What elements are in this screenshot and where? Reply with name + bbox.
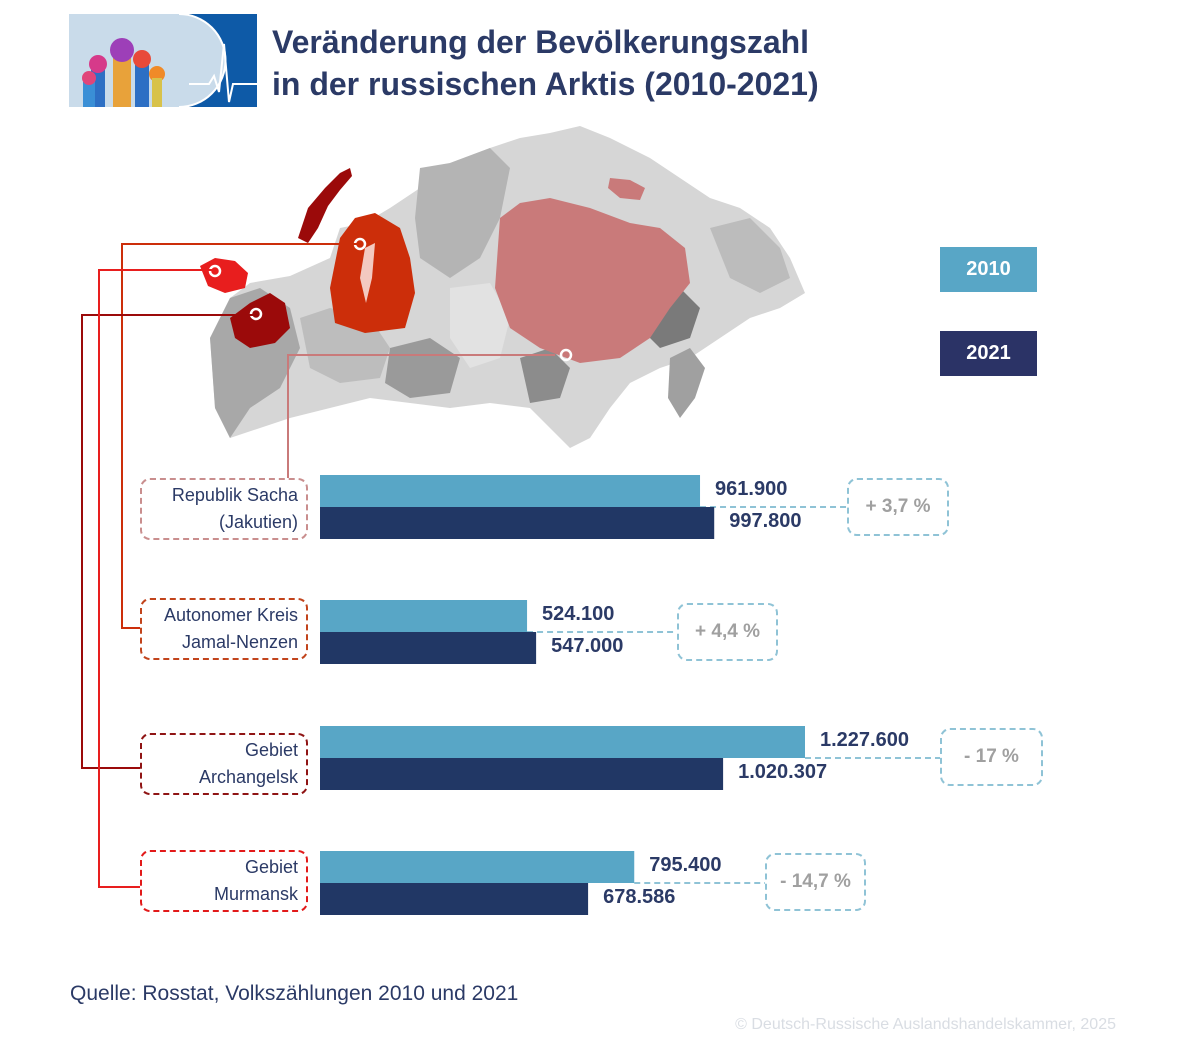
- value-label-2010-murmansk: 795.400: [649, 854, 721, 876]
- source-note: Quelle: Rosstat, Volkszählungen 2010 und…: [70, 982, 519, 1005]
- region-label-murmansk: Gebiet Murmansk: [140, 850, 308, 912]
- value-label-2021-murmansk: 678.586: [603, 886, 675, 908]
- value-label-2010-sacha: 961.900: [715, 478, 787, 500]
- change-badge-murmansk: - 14,7 %: [765, 853, 866, 911]
- legend-2021: 2021: [940, 331, 1037, 376]
- copyright-note: © Deutsch-Russische Auslandshandelskamme…: [735, 1016, 1116, 1033]
- value-label-2010-archangelsk: 1.227.600: [820, 729, 909, 751]
- bar-2021-sacha: [320, 507, 715, 539]
- value-label-2021-sacha: 997.800: [729, 510, 801, 532]
- page-title-line-2: in der russischen Arktis (2010-2021): [272, 66, 819, 102]
- region-label-line: Republik Sacha: [171, 485, 298, 505]
- bar-2021-archangelsk: [320, 758, 724, 790]
- region-label-line: Gebiet: [244, 740, 298, 760]
- bar-2021-murmansk: [320, 883, 589, 915]
- page-title-line-1: Veränderung der Bevölkerungszahl: [272, 24, 810, 60]
- region-label-line: (Jakutien): [218, 512, 298, 532]
- bar-2021-jamal: [320, 632, 537, 664]
- region-label-line: Jamal-Nenzen: [181, 632, 298, 652]
- change-badge-archangelsk: - 17 %: [940, 728, 1043, 786]
- legend-2010: 2010: [940, 247, 1037, 292]
- value-label-2021-jamal: 547.000: [551, 635, 623, 657]
- region-label-line: Gebiet: [244, 857, 298, 877]
- region-label-jamal: Autonomer Kreis Jamal-Nenzen: [140, 598, 308, 660]
- chamber-logo: [69, 14, 257, 107]
- region-label-line: Autonomer Kreis: [163, 605, 298, 625]
- value-label-2010-jamal: 524.100: [542, 603, 614, 625]
- change-badge-sacha: + 3,7 %: [847, 478, 949, 536]
- bar-2010-sacha: [320, 475, 701, 507]
- region-label-sacha: Republik Sacha (Jakutien): [140, 478, 308, 540]
- bar-2010-murmansk: [320, 851, 635, 883]
- bar-2010-jamal: [320, 600, 528, 632]
- bar-2010-archangelsk: [320, 726, 805, 758]
- region-label-line: Archangelsk: [198, 767, 298, 787]
- region-label-line: Murmansk: [213, 884, 298, 904]
- region-label-archangelsk: Gebiet Archangelsk: [140, 733, 308, 795]
- change-badge-jamal: + 4,4 %: [677, 603, 778, 661]
- value-label-2021-archangelsk: 1.020.307: [738, 761, 827, 783]
